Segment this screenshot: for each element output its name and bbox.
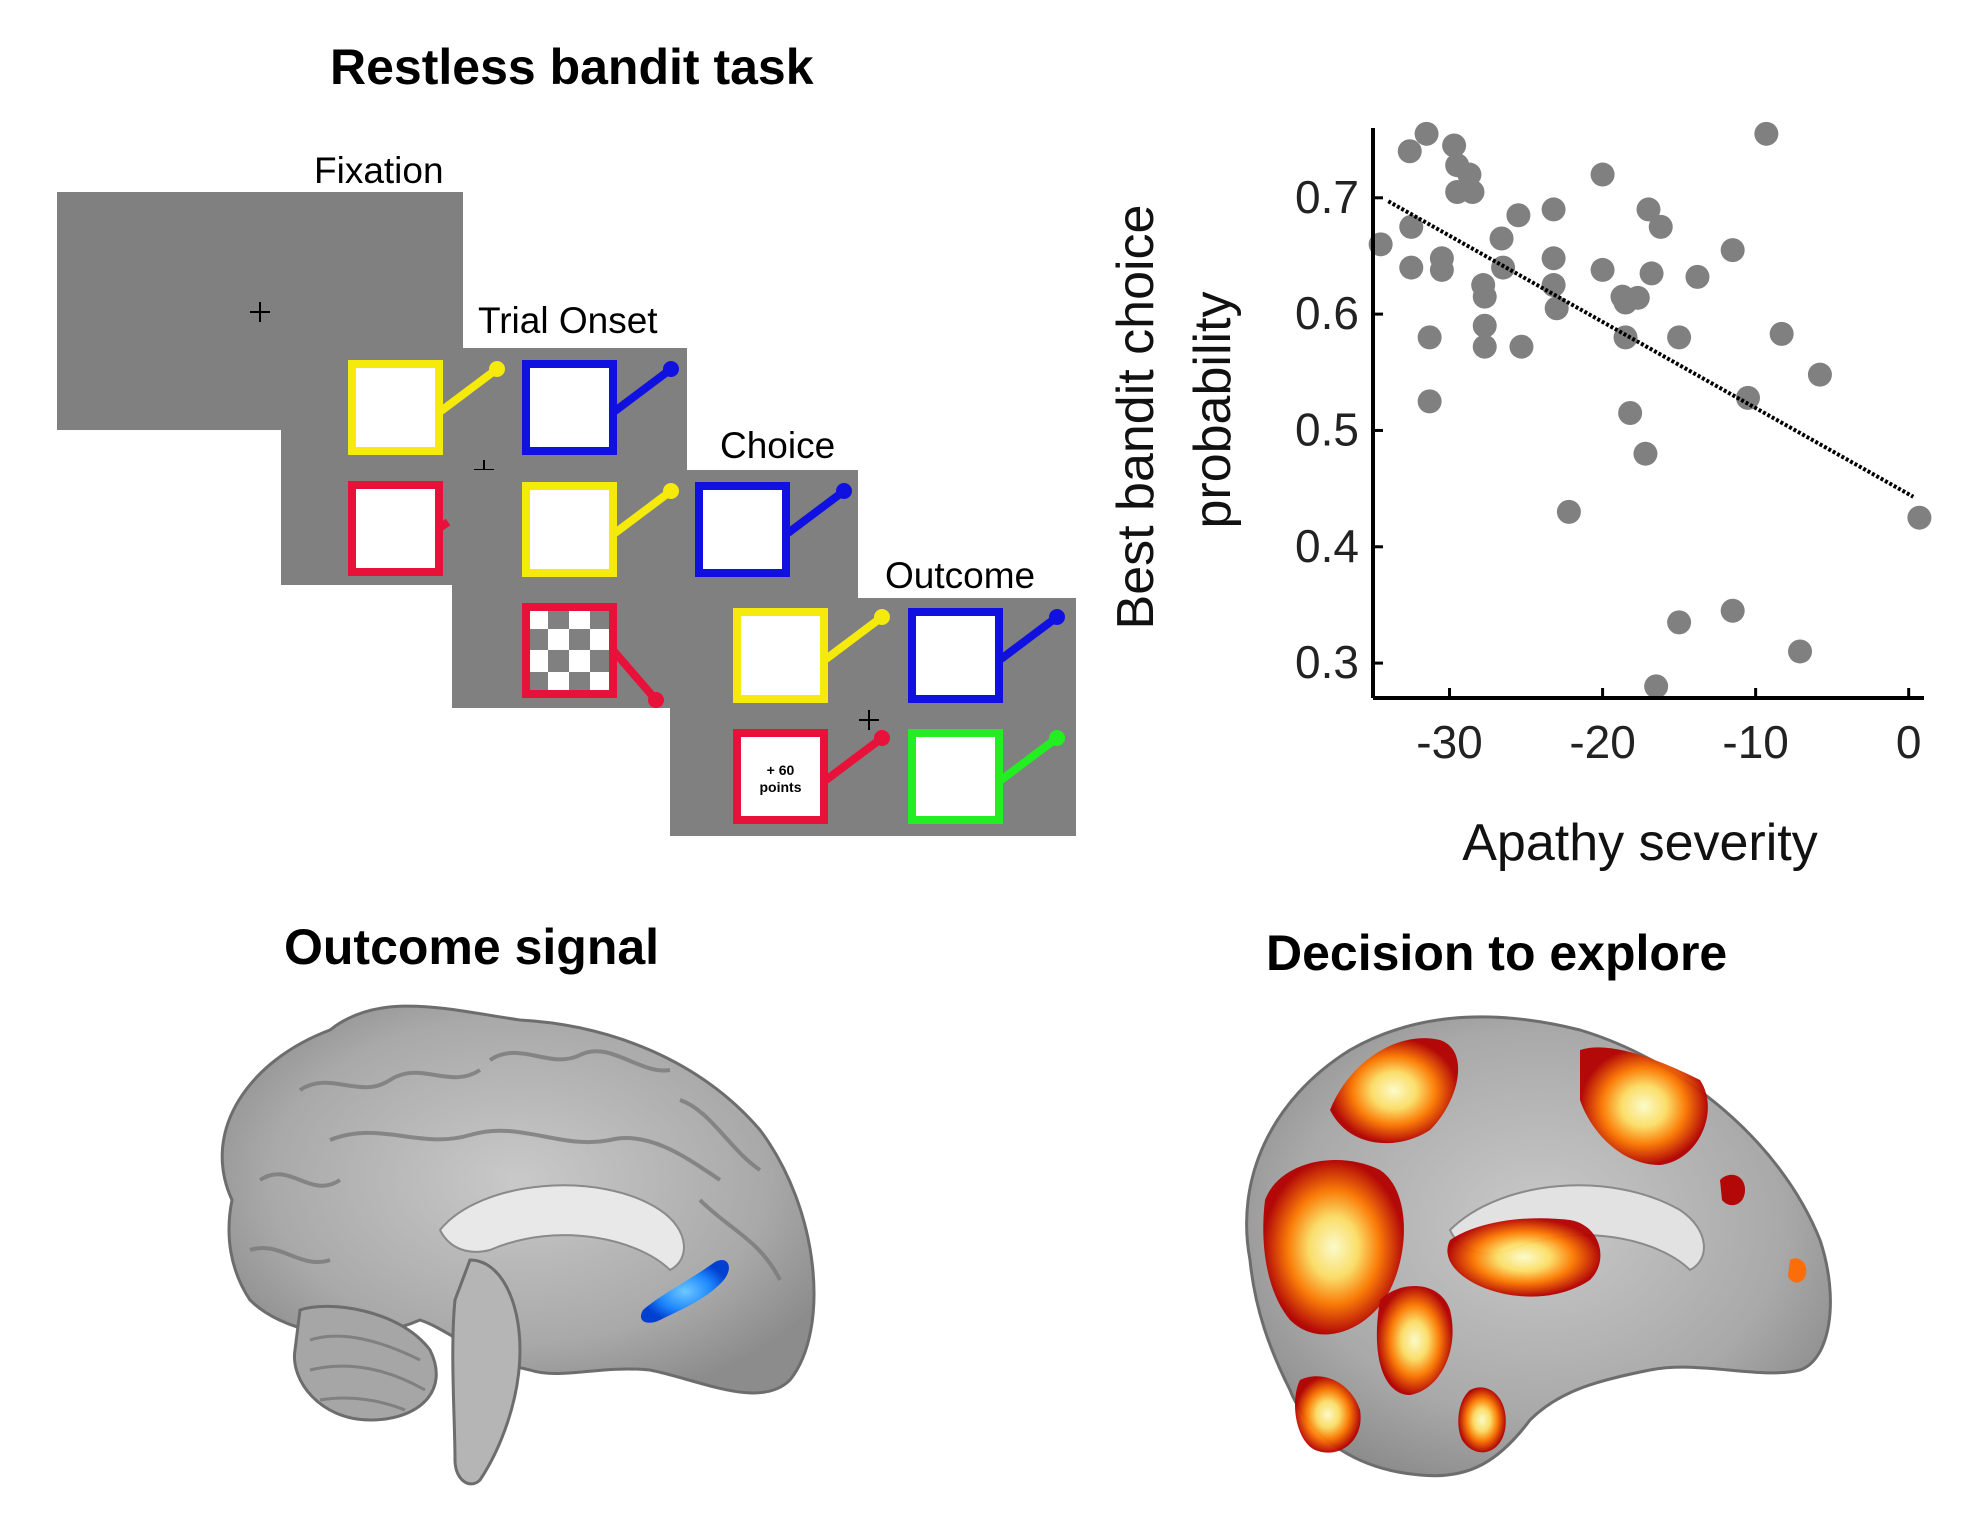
blue-activation-cluster <box>640 1260 729 1323</box>
x-tick-label-0: -30 <box>1416 716 1482 768</box>
data-point-42 <box>1720 598 1745 623</box>
data-point-23 <box>1541 246 1566 271</box>
y-axis-label-line1: Best bandit choice <box>1107 205 1165 630</box>
data-point-47 <box>1807 362 1832 387</box>
data-point-2 <box>1399 214 1424 239</box>
x-axis-label: Apathy severity <box>1462 814 1818 872</box>
x-tick-label-1: -20 <box>1569 716 1635 768</box>
data-point-17 <box>1472 334 1497 359</box>
data-point-16 <box>1472 313 1497 338</box>
data-point-37 <box>1648 214 1673 239</box>
data-point-1 <box>1397 139 1422 164</box>
data-point-18 <box>1489 226 1514 251</box>
data-point-44 <box>1754 121 1779 146</box>
data-point-36 <box>1639 261 1664 286</box>
corpus-callosum <box>438 1184 685 1272</box>
brainstem <box>451 1258 522 1486</box>
y-tick-label-4: 0.7 <box>1295 171 1359 223</box>
data-point-43 <box>1735 385 1760 410</box>
stage-label-choice: Choice <box>720 425 836 466</box>
data-point-34 <box>1633 441 1658 466</box>
data-point-33 <box>1625 285 1650 310</box>
outcome-signal-title: Outcome signal <box>284 919 660 975</box>
data-point-32 <box>1618 401 1643 425</box>
data-point-15 <box>1472 284 1497 309</box>
data-point-39 <box>1667 610 1692 635</box>
x-tick-label-3: 0 <box>1896 716 1922 768</box>
data-point-4 <box>1414 121 1439 146</box>
data-point-25 <box>1544 296 1569 321</box>
data-point-38 <box>1667 325 1692 350</box>
data-point-40 <box>1685 264 1710 289</box>
data-point-35 <box>1636 197 1661 222</box>
data-point-28 <box>1590 257 1615 282</box>
data-point-6 <box>1417 389 1442 414</box>
stage-label-fixation: Fixation <box>314 150 444 191</box>
data-point-9 <box>1442 133 1467 158</box>
regression-fit-line <box>1387 199 1915 499</box>
y-tick-label-3: 0.6 <box>1295 287 1359 339</box>
data-point-46 <box>1788 639 1813 664</box>
outcome-points-line2: points <box>759 779 802 795</box>
data-point-13 <box>1460 179 1485 204</box>
fixation-cross-icon <box>250 302 270 322</box>
explore-title: Decision to explore <box>1266 925 1728 981</box>
data-point-22 <box>1541 197 1566 222</box>
data-point-48 <box>1907 505 1932 530</box>
data-point-21 <box>1509 334 1534 359</box>
data-point-49 <box>1644 674 1669 699</box>
y-tick-label-2: 0.5 <box>1295 403 1359 455</box>
data-point-8 <box>1429 257 1454 282</box>
data-point-3 <box>1399 255 1424 280</box>
hot-activation-clusters <box>1263 1038 1807 1453</box>
data-point-26 <box>1556 499 1581 524</box>
stage-label-outcome: Outcome <box>885 555 1036 596</box>
stage-label-trial-onset: Trial Onset <box>478 300 658 341</box>
y-tick-label-1: 0.4 <box>1295 520 1359 572</box>
data-point-20 <box>1506 203 1531 228</box>
data-point-45 <box>1769 321 1794 346</box>
data-point-27 <box>1590 162 1615 187</box>
checkerboard-icon <box>522 603 617 698</box>
outcome-points-text: + 60 points <box>745 762 816 796</box>
data-point-5 <box>1417 325 1442 350</box>
y-tick-label-0: 0.3 <box>1295 636 1359 688</box>
data-point-41 <box>1720 238 1745 263</box>
task-panel-title: Restless bandit task <box>330 39 814 95</box>
outcome-points-line1: + 60 <box>766 762 795 778</box>
x-tick-label-2: -10 <box>1722 716 1788 768</box>
y-axis-label-line2: probability <box>1184 291 1242 528</box>
